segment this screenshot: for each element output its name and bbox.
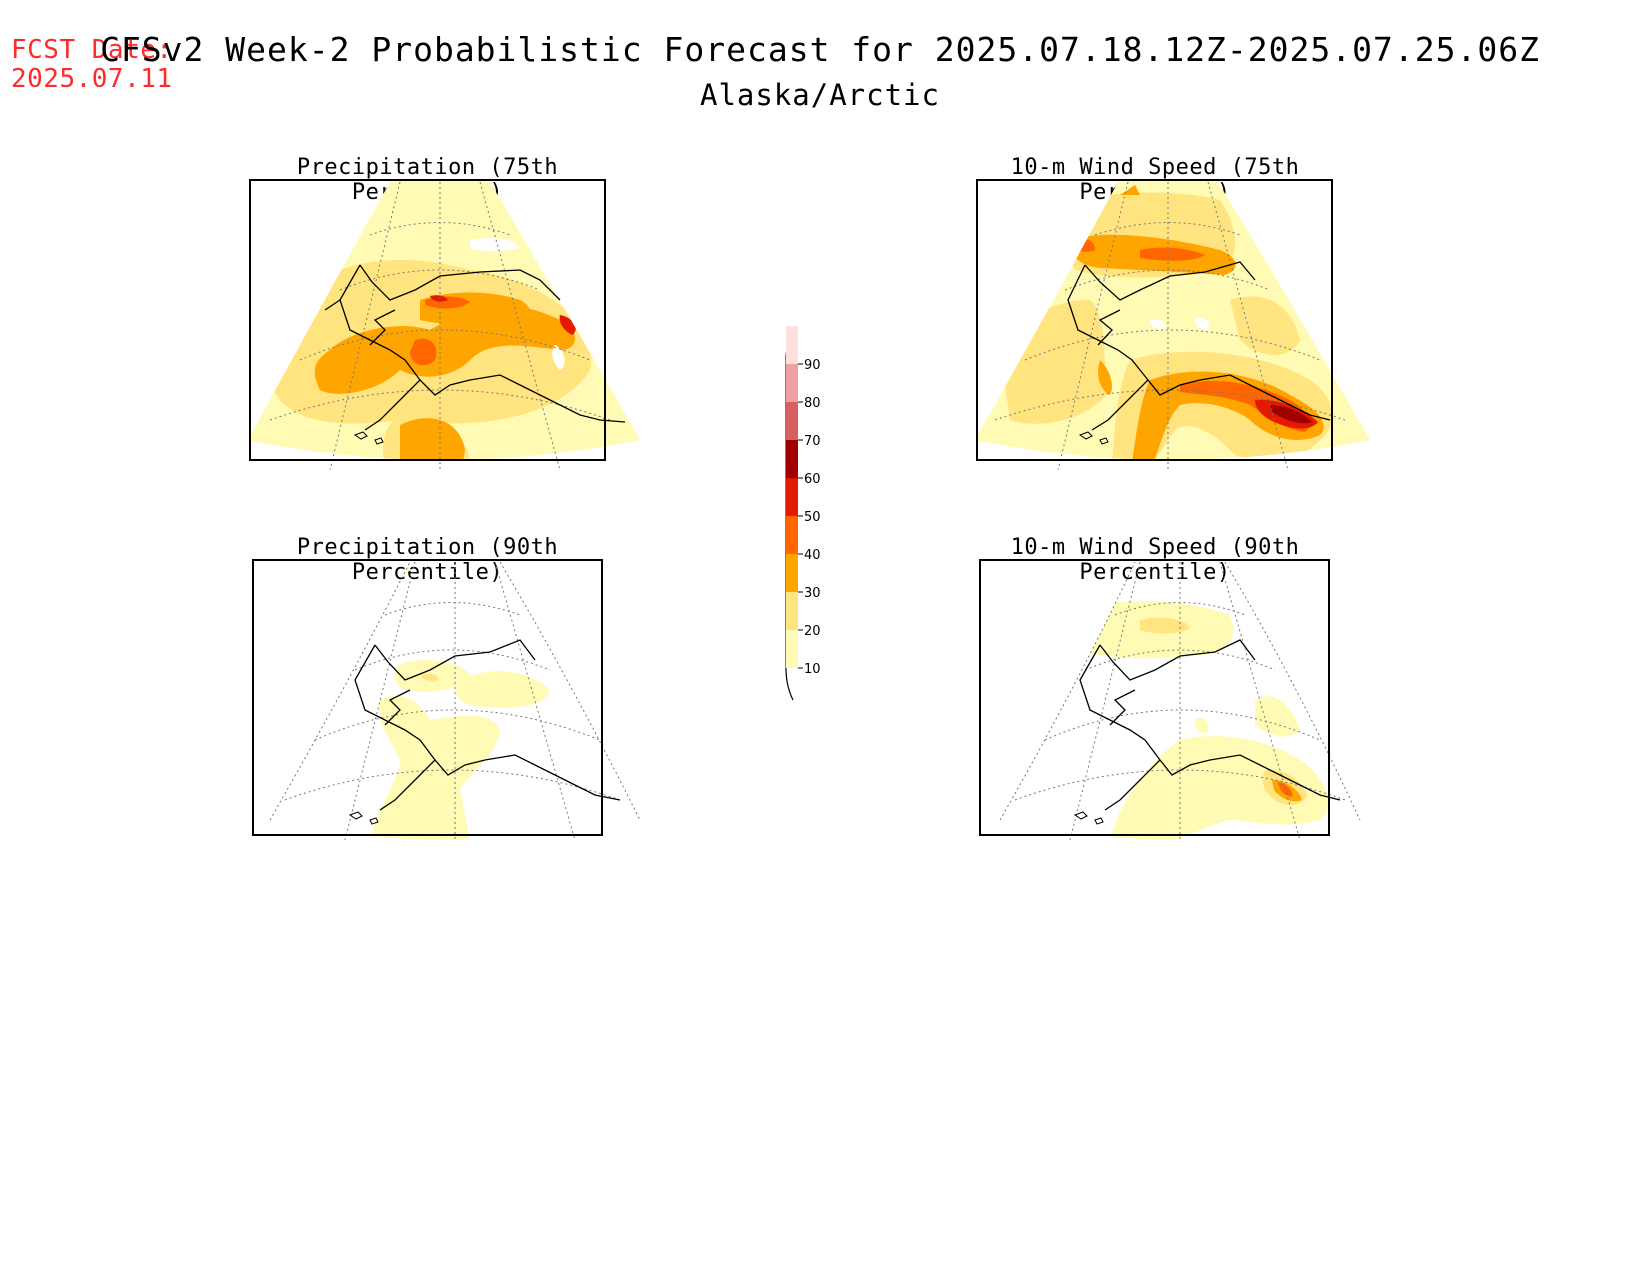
colorbar-swatch <box>786 440 798 478</box>
forecast-date-label: FCST Date: 2025.07.11 <box>11 36 173 94</box>
region-subtitle: Alaska/Arctic <box>700 78 940 112</box>
colorbar-swatch <box>786 592 798 630</box>
fcst-date-caption: FCST Date: <box>11 35 173 65</box>
colorbar-swatch <box>786 478 798 516</box>
colorbar-tick-label: 60 <box>804 472 821 487</box>
fcst-date-value: 2025.07.11 <box>11 64 173 94</box>
colorbar-tick-label: 40 <box>804 548 821 563</box>
panel-title-wind-90: 10-m Wind Speed (90th Percentile) <box>1010 535 1300 585</box>
main-title: CFSv2 Week-2 Probabilistic Forecast for … <box>100 30 1540 69</box>
colorbar-tick-label: 80 <box>804 396 821 411</box>
colorbar-swatch <box>786 630 798 668</box>
colorbar-tick-label: 50 <box>804 510 821 525</box>
map-wind-75 <box>975 179 1370 471</box>
colorbar: 10 20 30 40 50 60 70 80 90 <box>785 326 821 701</box>
colorbar-tick-label: 30 <box>804 586 821 601</box>
colorbar-tick-label: 10 <box>804 662 821 677</box>
colorbar-swatch <box>786 554 798 592</box>
colorbar-swatch <box>786 326 798 364</box>
colorbar-tick-label: 90 <box>804 358 821 373</box>
colorbar-swatch <box>786 516 798 554</box>
colorbar-swatch <box>786 364 798 402</box>
map-wind-90 <box>979 559 1361 841</box>
map-precip-75 <box>248 179 640 471</box>
colorbar-tick-label: 70 <box>804 434 821 449</box>
map-precip-90 <box>252 559 641 841</box>
colorbar-tick-label: 20 <box>804 624 821 639</box>
panel-title-precip-90: Precipitation (90th Percentile) <box>296 535 559 585</box>
colorbar-swatch <box>786 402 798 440</box>
